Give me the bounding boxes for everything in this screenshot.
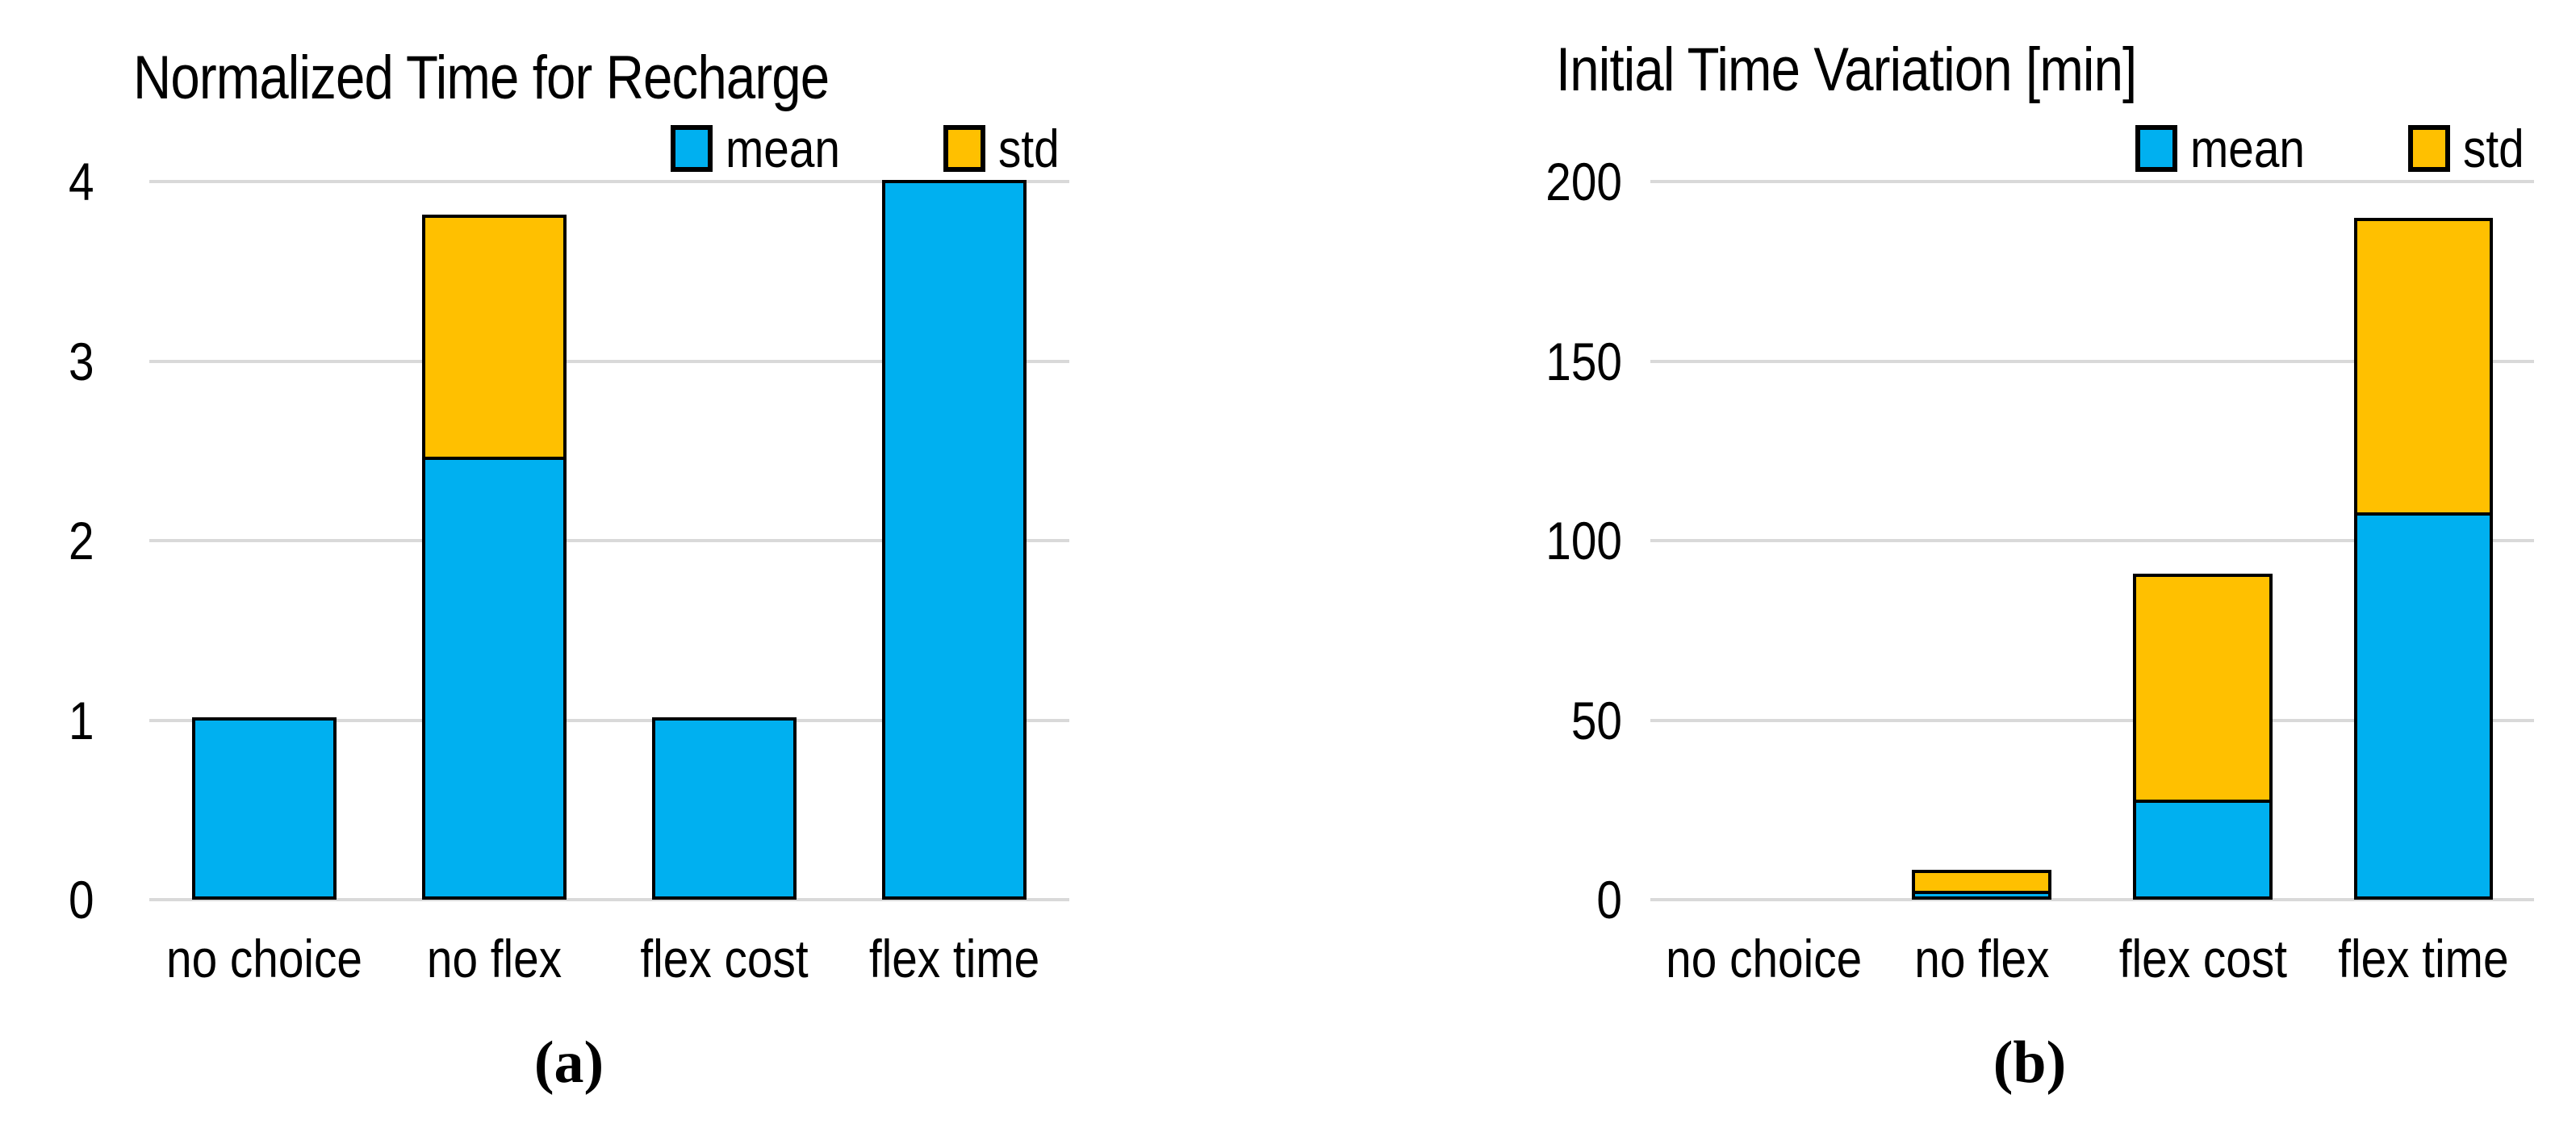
legend-swatch-std: [943, 125, 985, 172]
bar-mean-flex-cost: [2133, 799, 2273, 900]
chart-title-a: Normalized Time for Recharge: [133, 44, 830, 112]
legend-swatch-std: [2407, 125, 2450, 172]
y-tick-label-100: 100: [1545, 511, 1622, 570]
bar-mean-flex-time: [881, 180, 1027, 900]
gridline-150: [1650, 359, 2534, 363]
x-category-label-no-flex: no flex: [426, 929, 562, 988]
bar-mean-flex-cost: [651, 716, 797, 900]
panel-caption-a: (a): [533, 1030, 604, 1096]
x-category-label-no-choice: no choice: [166, 929, 362, 988]
gridline-1: [149, 718, 1069, 722]
legend-label-mean: mean: [2189, 119, 2305, 178]
x-category-label-flex-cost: flex cost: [640, 929, 809, 988]
plot-area-a: [149, 180, 1069, 901]
legend-label-std: std: [2462, 119, 2524, 178]
legend-swatch-mean: [2135, 125, 2177, 172]
bar-mean-no-choice: [191, 716, 337, 900]
legend-b: mean std: [2135, 119, 2534, 178]
legend-label-std: std: [997, 119, 1060, 178]
x-category-label-no-choice: no choice: [1666, 929, 1863, 988]
x-category-label-flex-time: flex time: [2338, 929, 2509, 988]
legend-item-mean: mean: [670, 119, 859, 178]
gridline-0: [149, 898, 1069, 901]
gridline-4: [149, 180, 1069, 183]
legend-item-mean: mean: [2135, 122, 2323, 175]
x-category-label-no-flex: no flex: [1914, 929, 2050, 988]
y-tick-label-200: 200: [1545, 152, 1622, 211]
bar-mean-no-flex: [421, 456, 567, 900]
gridline-3: [149, 359, 1069, 363]
gridline-0: [1650, 898, 2534, 901]
x-category-label-flex-time: flex time: [868, 929, 1040, 988]
legend-swatch-mean: [670, 125, 713, 172]
y-tick-label-1: 1: [69, 690, 94, 750]
legend-item-std: std: [943, 122, 1069, 175]
legend-a: mean std: [670, 119, 1069, 178]
y-tick-label-0: 0: [69, 870, 94, 930]
y-tick-label-3: 3: [69, 331, 94, 391]
gridline-200: [1650, 180, 2534, 183]
bar-std-flex-time: [2353, 217, 2494, 516]
bar-mean-flex-time: [2353, 512, 2494, 900]
gridline-2: [149, 539, 1069, 542]
chart-title-b: Initial Time Variation [min]: [1556, 36, 2137, 104]
chart-panel-b: Initial Time Variation [min] mean std 0 50…: [1372, 0, 2576, 1128]
gridline-100: [1650, 539, 2534, 542]
gridline-50: [1650, 718, 2534, 722]
panel-caption-b: (b): [1993, 1030, 2067, 1096]
y-tick-label-50: 50: [1570, 690, 1622, 750]
plot-area-b: [1650, 180, 2534, 901]
legend-label-mean: mean: [725, 119, 840, 178]
x-category-label-flex-cost: flex cost: [2118, 929, 2287, 988]
bar-std-no-flex: [1912, 869, 2051, 895]
y-tick-label-150: 150: [1545, 331, 1622, 391]
y-tick-label-2: 2: [69, 511, 94, 570]
legend-item-std: std: [2407, 119, 2534, 178]
bar-std-flex-cost: [2133, 573, 2273, 803]
bar-std-no-flex: [421, 214, 567, 460]
chart-panel-a: Normalized Time for Recharge mean std 0 1 2…: [0, 0, 1211, 1128]
y-tick-label-4: 4: [69, 152, 94, 211]
y-tick-label-0: 0: [1596, 870, 1622, 930]
